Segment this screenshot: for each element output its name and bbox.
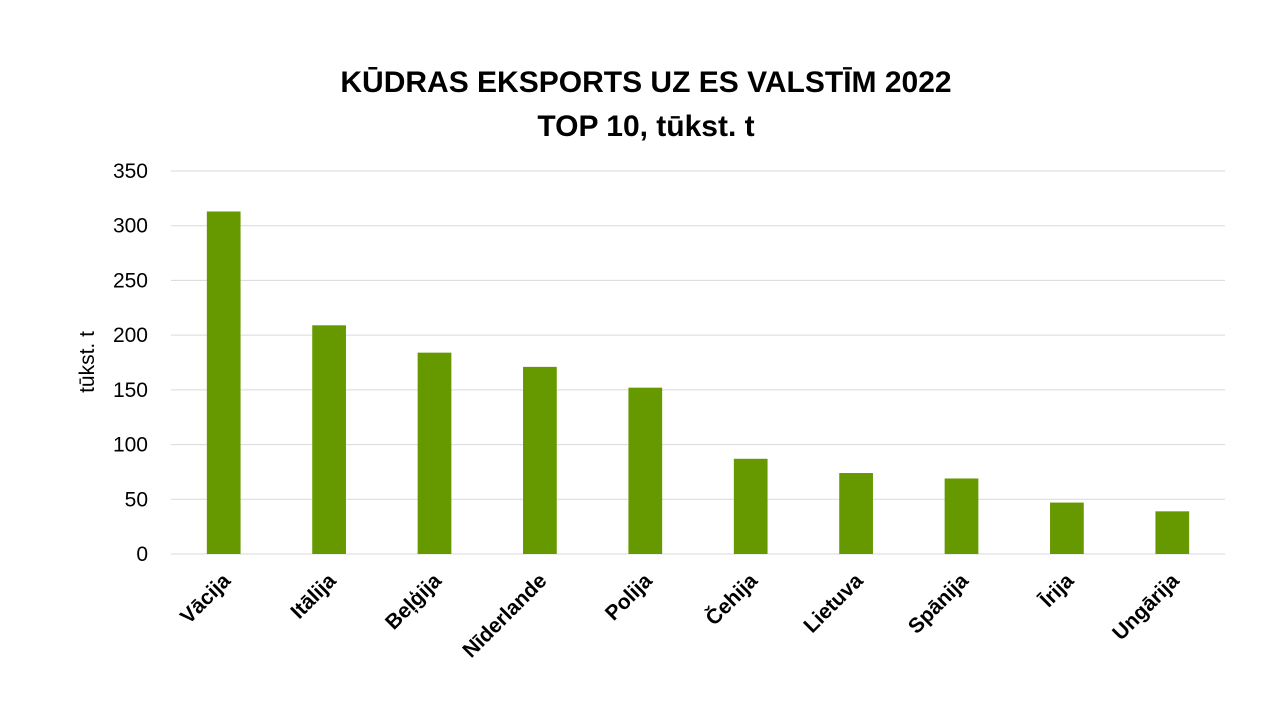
y-tick-label: 250 [113, 269, 148, 292]
x-tick-label: Beļģija [381, 569, 446, 634]
x-tick-label: Nīderlande [458, 569, 551, 662]
bar-5 [628, 387, 663, 554]
chart-title: KŪDRAS EKSPORTS UZ ES VALSTĪM 2022 [340, 66, 951, 99]
bar-10 [1155, 511, 1190, 554]
y-axis-ticks: 0 50 100 150 200 250 300 350 [113, 160, 148, 566]
x-tick-label: Lietuva [799, 569, 867, 637]
y-tick-label: 0 [136, 543, 148, 566]
y-tick-label: 350 [113, 160, 148, 183]
bar-2 [312, 325, 346, 554]
bar-1 [206, 211, 241, 554]
y-tick-label: 100 [113, 434, 148, 457]
x-tick-label: Vācija [176, 569, 235, 628]
x-tick-label: Ungārija [1108, 569, 1184, 645]
bar-4 [523, 366, 557, 554]
bar-9 [1050, 502, 1084, 554]
y-tick-label: 200 [113, 324, 148, 347]
x-axis-ticks: Vācija Itālija Beļģija Nīderlande Polija Čehi… [176, 568, 1184, 662]
bar-6 [733, 458, 768, 554]
x-tick-label: Polija [601, 569, 657, 625]
gridlines [171, 170, 1225, 555]
y-tick-label: 300 [113, 215, 148, 238]
y-tick-label: 50 [125, 488, 148, 511]
x-tick-label: Čehija [701, 568, 763, 630]
chart-subtitle: TOP 10, tūkst. t [537, 110, 754, 143]
bar-3 [417, 352, 452, 554]
bars [206, 211, 1190, 554]
bar-8 [944, 478, 979, 554]
x-tick-label: Itālija [286, 569, 340, 623]
y-tick-label: 150 [113, 379, 148, 402]
bar-7 [839, 473, 873, 554]
x-tick-label: Spānija [904, 569, 973, 638]
y-axis-label: tūkst. t [76, 331, 99, 393]
x-tick-label: Īrija [1035, 569, 1079, 613]
